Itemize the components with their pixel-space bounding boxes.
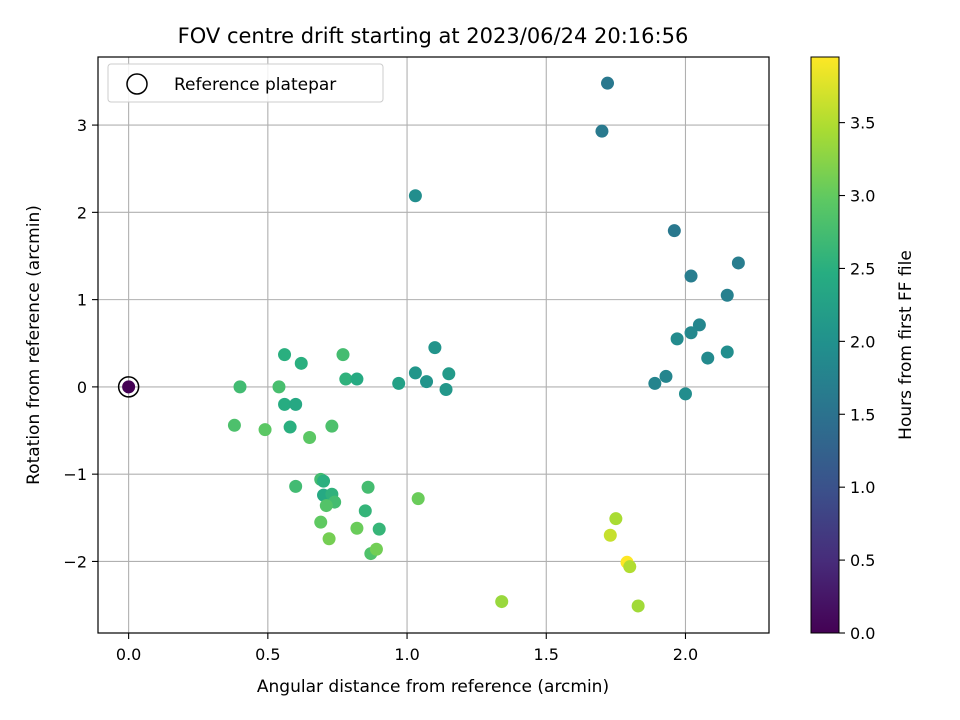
colorbar-tick-label: 2.5: [850, 259, 875, 278]
data-point: [233, 380, 247, 394]
data-point: [361, 480, 375, 494]
data-point: [595, 124, 609, 138]
data-point: [408, 366, 422, 380]
x-tick-label: 0.0: [116, 645, 141, 664]
x-tick-label: 1.5: [534, 645, 559, 664]
data-point: [631, 599, 645, 613]
data-point: [439, 383, 453, 397]
data-point: [350, 521, 364, 535]
y-tick-label: 1: [77, 291, 87, 310]
data-point: [289, 479, 303, 493]
data-point: [731, 256, 745, 270]
data-point: [358, 504, 372, 518]
data-point: [684, 269, 698, 283]
y-tick-label: 0: [77, 378, 87, 397]
colorbar-label: Hours from first FF file: [896, 250, 916, 440]
colorbar-gradient: [810, 56, 840, 634]
data-point: [350, 372, 364, 386]
y-axis-label: Rotation from reference (arcmin): [24, 205, 44, 485]
x-axis-ticks: 0.0 0.5 1.0 1.5 2.0: [116, 633, 698, 664]
plot-frame: [97, 56, 770, 634]
data-point: [408, 189, 422, 203]
data-point: [322, 532, 336, 546]
legend: Reference platepar: [107, 63, 384, 103]
x-tick-label: 1.0: [394, 645, 419, 664]
data-point: [609, 512, 623, 526]
data-point: [227, 418, 241, 432]
legend-box: [107, 63, 384, 103]
data-point: [283, 420, 297, 434]
data-point: [411, 492, 425, 506]
data-point: [317, 474, 331, 488]
grid: [98, 57, 769, 633]
legend-entry: Reference platepar: [174, 75, 336, 95]
data-point: [659, 369, 673, 383]
colorbar-tick-label: 0.5: [850, 551, 875, 570]
data-point: [369, 542, 383, 556]
data-point: [701, 351, 715, 365]
colorbar-ticks: 0.0 0.5 1.0 1.5 2.0 2.5 3.0 3.5: [839, 114, 875, 643]
data-point: [278, 348, 292, 362]
colorbar-tick-label: 3.5: [850, 114, 875, 133]
y-tick-label: −1: [63, 465, 87, 484]
data-point: [372, 522, 386, 536]
data-point: [678, 387, 692, 401]
data-point: [303, 431, 317, 445]
data-point: [428, 341, 442, 355]
data-point: [684, 326, 698, 340]
data-point: [392, 376, 406, 390]
y-tick-label: −2: [63, 552, 87, 571]
y-tick-label: 3: [77, 116, 87, 135]
data-points: [117, 76, 745, 613]
data-point: [623, 560, 637, 574]
data-point: [294, 356, 308, 370]
data-point: [670, 332, 684, 346]
x-tick-label: 2.0: [673, 645, 698, 664]
data-point: [692, 318, 706, 332]
colorbar-tick-label: 2.0: [850, 332, 875, 351]
x-tick-label: 0.5: [255, 645, 280, 664]
plot-area: 0.0 0.5 1.0 1.5 2.0 −2 −1 0 1 2 3: [63, 56, 770, 664]
data-point: [495, 595, 509, 609]
colorbar-tick-label: 3.0: [850, 187, 875, 206]
data-point: [601, 76, 615, 90]
data-point: [339, 372, 353, 386]
reference-platepar-marker: [117, 376, 140, 398]
data-point: [648, 376, 662, 390]
data-point: [667, 224, 681, 238]
data-point: [258, 423, 272, 437]
data-point: [278, 397, 292, 411]
data-point: [442, 367, 456, 381]
data-point: [336, 348, 350, 362]
y-axis-ticks: −2 −1 0 1 2 3: [63, 116, 98, 571]
data-point: [325, 419, 339, 433]
x-axis-label: Angular distance from reference (arcmin): [257, 677, 609, 697]
colorbar: 0.0 0.5 1.0 1.5 2.0 2.5 3.0 3.5 Hours from firs…: [810, 56, 916, 643]
data-point: [720, 288, 734, 302]
data-point: [289, 397, 303, 411]
data-point: [122, 380, 136, 394]
data-point: [603, 528, 617, 542]
data-point: [314, 515, 328, 529]
colorbar-tick-label: 1.0: [850, 478, 875, 497]
legend-marker-icon: [126, 73, 148, 95]
data-point: [420, 375, 434, 389]
data-point: [319, 499, 333, 513]
data-point: [272, 380, 286, 394]
y-tick-label: 2: [77, 203, 87, 222]
chart-title: FOV centre drift starting at 2023/06/24 …: [178, 24, 689, 48]
colorbar-tick-label: 0.0: [850, 624, 875, 643]
data-point: [720, 345, 734, 359]
colorbar-tick-label: 1.5: [850, 405, 875, 424]
